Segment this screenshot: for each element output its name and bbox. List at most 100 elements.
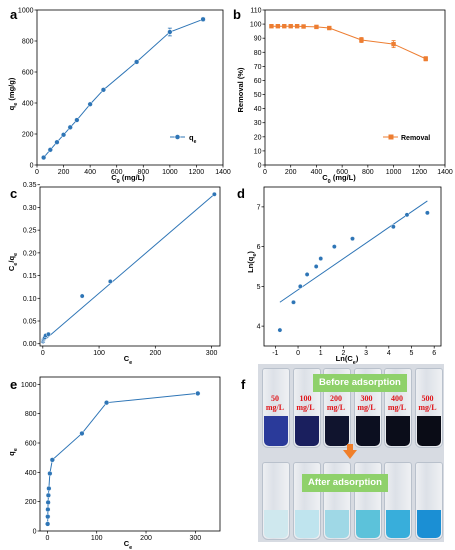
data-point-e <box>195 390 201 397</box>
plot-frame-c <box>39 186 221 347</box>
y-tick-label-b: 110 <box>250 8 261 15</box>
concentration-label: 400 mg/L <box>387 394 407 412</box>
x-tick-label-d: 1 <box>319 350 323 357</box>
adsorption-photo: 50 mg/L 100 mg/L 200 mg/L 300 mg/L 400 mg/L 500 mg/… <box>258 364 444 542</box>
x-tick-label-d: 3 <box>364 350 368 357</box>
fit-line-c <box>42 193 215 342</box>
data-point-b <box>314 24 319 30</box>
x-tick-label-a: 1000 <box>162 169 178 176</box>
y-tick-label-b: 100 <box>250 22 262 29</box>
y-tick-label-b: 30 <box>254 120 262 127</box>
plot-frame-a <box>36 9 224 166</box>
x-tick-label-b: 400 <box>311 169 323 176</box>
panel-c-letter: c <box>10 186 17 201</box>
before-liquid <box>355 416 380 446</box>
panel-e-xlabel: Ce <box>124 539 132 550</box>
data-point-b <box>269 24 274 29</box>
data-point-e <box>46 485 52 492</box>
chart-panel-c: 0 100 200 300 0.00 0.05 0.10 0.15 0.20 0.25 0.30 0.… <box>23 182 221 357</box>
panel-c-ylabel: Ce/qe <box>7 253 19 271</box>
data-point-e <box>49 457 55 463</box>
after-bottle <box>262 462 290 540</box>
y-tick-label-a: 800 <box>22 39 34 46</box>
legend-a-marker <box>174 134 181 140</box>
data-point-a <box>47 147 53 153</box>
x-tick-label-a: 800 <box>137 169 149 176</box>
series-line-e <box>47 392 198 524</box>
before-liquid <box>386 416 410 446</box>
data-point-d <box>318 256 324 261</box>
x-tick-label-d: 6 <box>432 350 436 357</box>
y-tick-label-d: 5 <box>257 284 261 291</box>
y-tick-label-a: 600 <box>22 70 34 77</box>
arrow-stem <box>347 444 353 451</box>
chart-panel-b: 0 200 400 600 800 1000 1200 1400 0 10 20 30 40 50 60 70… <box>250 8 453 177</box>
concentration-label: 500 mg/L <box>418 394 437 412</box>
concentration-label: 50 mg/L <box>265 394 285 412</box>
x-tick-label-b: 1200 <box>411 169 427 176</box>
after-liquid <box>264 510 288 538</box>
y-tick-label-b: 20 <box>254 134 262 141</box>
panel-c-xlabel: Ce <box>124 354 132 366</box>
data-point-a <box>40 154 47 161</box>
data-point-b <box>423 56 428 61</box>
y-tick-label-b: 80 <box>254 50 262 57</box>
y-tick-label-b: 40 <box>254 106 262 113</box>
y-tick-label-c: 0.15 <box>23 273 37 280</box>
y-tick-label-b: 90 <box>254 36 262 43</box>
data-point-a <box>200 16 206 22</box>
x-tick-label-a: 200 <box>58 169 70 176</box>
before-bottle <box>414 368 443 448</box>
panel-b-ylabel: Removal (%) <box>236 67 245 113</box>
y-tick-label-b: 70 <box>254 64 262 71</box>
y-tick-label-d: 6 <box>257 244 261 251</box>
x-tick-label-b: 800 <box>362 169 374 176</box>
data-point-b <box>275 24 281 29</box>
chart-panel-a: 0 200 400 600 800 1000 1200 1400 0 200 400 600 800 10… <box>18 8 231 177</box>
concentration-label: 300 mg/L <box>357 394 376 412</box>
fit-line-d <box>279 200 428 303</box>
panel-d-ylabel: Ln(qe) <box>246 251 258 273</box>
data-point-a <box>60 132 67 138</box>
x-tick-label-d: 0 <box>296 350 300 357</box>
panel-f-letter: f <box>241 377 246 392</box>
before-bottle <box>262 368 290 448</box>
data-point-b <box>359 37 364 43</box>
data-point-d <box>313 264 319 269</box>
after-liquid <box>355 510 380 538</box>
y-tick-label-c: 0.10 <box>23 296 37 303</box>
data-point-e <box>79 430 85 437</box>
y-tick-label-a: 400 <box>22 101 34 108</box>
x-tick-label-e: 0 <box>45 535 49 542</box>
after-liquid <box>386 510 410 538</box>
x-tick-label-c: 0 <box>41 350 45 357</box>
y-tick-label-e: 200 <box>25 499 37 506</box>
data-point-a <box>100 87 107 93</box>
y-tick-label-c: 0.35 <box>23 182 37 189</box>
data-point-b <box>282 24 287 29</box>
panel-d-xlabel: Ln(Ce) <box>336 354 359 366</box>
y-tick-label-e: 800 <box>25 411 37 418</box>
plot-frame-e <box>39 376 221 532</box>
data-point-d <box>331 244 337 250</box>
y-tick-label-a: 0 <box>30 163 34 170</box>
y-tick-label-e: 0 <box>33 529 37 536</box>
panel-a-letter: a <box>10 7 18 22</box>
x-tick-label-e: 300 <box>189 535 201 542</box>
panel-a-legend: qe <box>170 133 197 145</box>
x-tick-label-e: 200 <box>140 535 152 542</box>
data-point-a <box>67 124 73 130</box>
data-point-d <box>404 212 410 218</box>
y-tick-label-c: 0.00 <box>23 341 37 348</box>
data-point-d <box>297 283 303 289</box>
y-tick-label-c: 0.25 <box>23 228 37 235</box>
x-tick-label-c: 300 <box>206 350 218 357</box>
data-point-e <box>45 492 52 499</box>
before-liquid <box>416 416 441 446</box>
y-tick-label-e: 400 <box>25 470 37 477</box>
data-point-d <box>291 299 296 305</box>
data-point-d <box>277 327 283 333</box>
after-bottle <box>384 462 412 540</box>
data-point-d <box>350 236 355 242</box>
